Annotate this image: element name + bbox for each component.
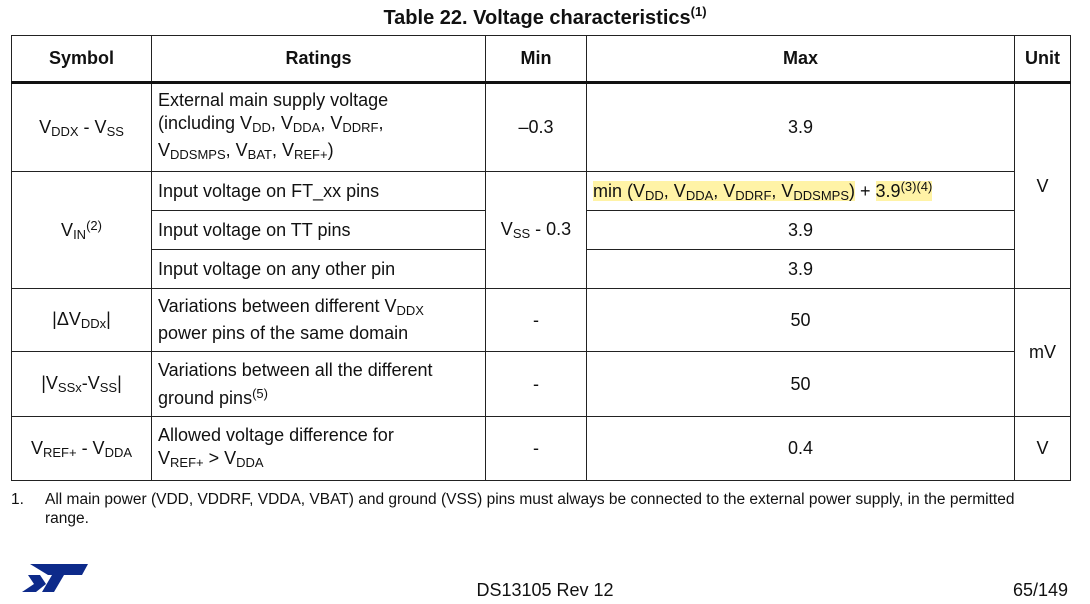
rating-cell: Input voltage on FT_xx pins: [151, 171, 486, 211]
highlighted-value: 3.9(3)(4): [875, 179, 933, 201]
rating-cell: Input voltage on any other pin: [151, 249, 486, 289]
voltage-characteristics-table: Symbol Ratings Min Max Unit VDDX - VSS E…: [11, 35, 1071, 481]
min-cell: -: [485, 351, 587, 417]
header-unit: Unit: [1014, 35, 1071, 84]
max-cell: 50: [586, 351, 1015, 417]
symbol-cell: VIN(2): [11, 171, 152, 289]
table-title-text: Table 22. Voltage characteristics: [383, 7, 691, 29]
min-cell: -: [485, 288, 587, 352]
max-cell: 3.9: [586, 210, 1015, 250]
header-max: Max: [586, 35, 1015, 84]
table-row: |VSSx-VSS| Variations between all the di…: [11, 351, 1071, 417]
unit-cell: V: [1014, 82, 1071, 289]
rating-cell: Allowed voltage difference for VREF+ > VD…: [151, 416, 486, 481]
highlighted-formula: min (VDD, VDDA, VDDRF, VDDSMPS): [593, 181, 856, 203]
min-cell: VSS - 0.3: [485, 171, 587, 289]
max-cell: min (VDD, VDDA, VDDRF, VDDSMPS) + 3.9(3)…: [586, 171, 1015, 211]
max-cell: 3.9: [586, 82, 1015, 172]
st-logo-icon: [22, 564, 88, 592]
symbol-cell: VDDX - VSS: [11, 82, 152, 172]
min-cell: –0.3: [485, 82, 587, 172]
rating-cell: Input voltage on TT pins: [151, 210, 486, 250]
unit-cell: mV: [1014, 288, 1071, 417]
table-row: Input voltage on TT pins 3.9: [12, 210, 1071, 250]
footnote-text: All main power (VDD, VDDRF, VDDA, VBAT) …: [45, 491, 1015, 527]
table-row: VREF+ - VDDA Allowed voltage difference …: [11, 416, 1071, 481]
table-title-note: (1): [690, 4, 707, 19]
rating-cell: External main supply voltage (including V…: [151, 82, 486, 172]
rating-cell: Variations between all the different grou…: [151, 351, 486, 417]
symbol-cell: |ΔVDDx|: [11, 288, 152, 352]
max-cell: 50: [586, 288, 1015, 352]
rating-cell: Variations between different VDDX power p…: [151, 288, 486, 352]
table-row: VIN(2) Input voltage on FT_xx pins VSS -…: [11, 171, 1071, 289]
table-row: |ΔVDDx| Variations between different VDD…: [11, 288, 1071, 417]
document-id: DS13105 Rev 12: [476, 580, 614, 600]
header-symbol: Symbol: [11, 35, 152, 84]
footnote-number: 1.: [11, 491, 24, 508]
table-title: Table 22. Voltage characteristics(1): [0, 4, 1090, 30]
header-row: Symbol Ratings Min Max Unit: [11, 35, 1071, 84]
min-cell: -: [485, 416, 587, 481]
unit-cell: V: [1014, 416, 1071, 481]
header-min: Min: [485, 35, 587, 84]
symbol-cell: VREF+ - VDDA: [11, 416, 152, 481]
max-cell: 0.4: [586, 416, 1015, 481]
page-number: 65/149: [1012, 580, 1068, 600]
table-row: Input voltage on any other pin 3.9: [12, 249, 1071, 289]
symbol-cell: |VSSx-VSS|: [11, 351, 152, 417]
table-row: VDDX - VSS External main supply voltage(…: [11, 82, 1071, 289]
max-cell: 3.9: [586, 249, 1015, 289]
header-ratings: Ratings: [151, 35, 486, 84]
